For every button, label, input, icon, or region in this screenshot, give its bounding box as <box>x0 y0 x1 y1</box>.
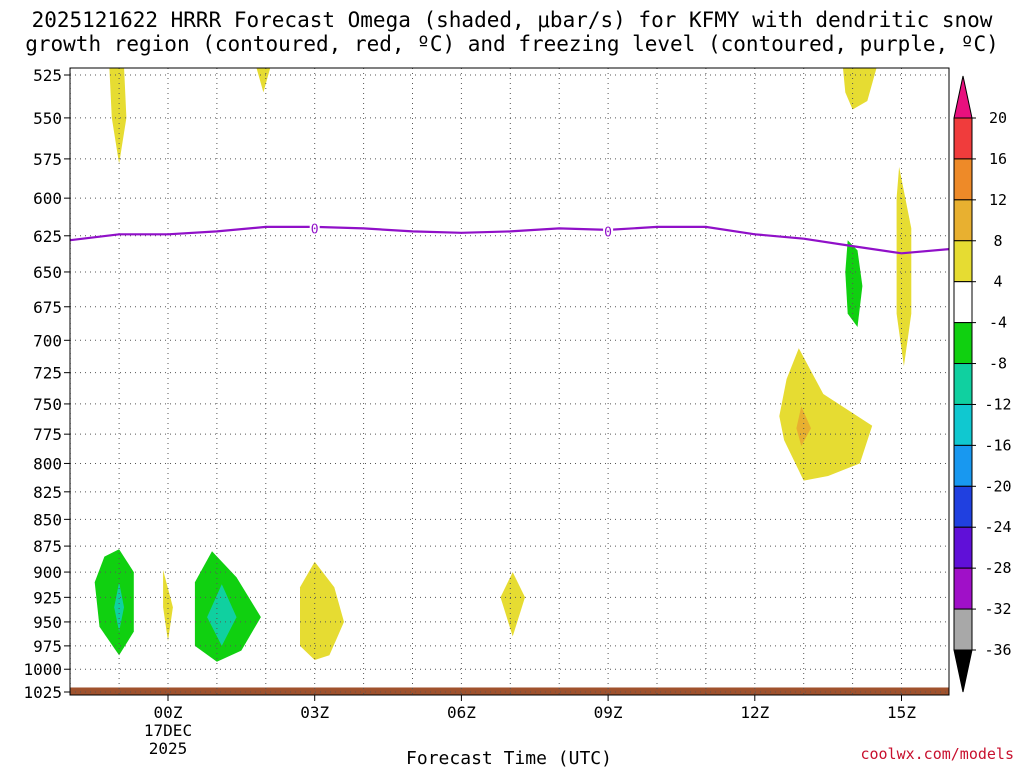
contour-label-bg <box>603 223 614 238</box>
colorbar-band <box>953 485 973 528</box>
colorbar-label: 12 <box>989 191 1007 209</box>
y-tick-label: 850 <box>33 510 62 529</box>
omega-region-green-2 <box>94 549 134 656</box>
omega-region-yellow-5 <box>779 348 873 481</box>
omega-region-green-1 <box>845 240 863 327</box>
omega-region-yellow-3 <box>842 68 877 110</box>
colorbar-label: -36 <box>984 641 1011 659</box>
omega-region-yellow-8 <box>500 572 525 637</box>
omega-region-teal-2 <box>207 584 237 646</box>
chart-title: 2025121622 HRRR Forecast Omega (shaded, … <box>0 8 1024 56</box>
freezing-level-line <box>70 225 949 255</box>
credit-text: coolwx.com/models <box>860 745 1014 763</box>
y-tick-label: 750 <box>33 395 62 414</box>
colorbar-band <box>953 240 973 283</box>
x-tick-label: 12Z <box>740 703 769 722</box>
colorbar-label: -20 <box>984 477 1011 495</box>
y-tick-label: 675 <box>33 298 62 317</box>
colorbar-label: -4 <box>989 314 1007 332</box>
colorbar-band <box>953 117 973 160</box>
colorbar-band <box>953 403 973 446</box>
colorbar-band <box>953 363 973 405</box>
y-tick-label: 1000 <box>23 660 62 679</box>
colorbar-over-triangle <box>953 75 973 119</box>
colorbar-label: -32 <box>984 600 1011 618</box>
colorbar-band <box>953 158 973 201</box>
colorbar-label: -24 <box>984 518 1011 536</box>
omega-shading <box>70 68 949 695</box>
colorbar-label: 16 <box>989 150 1007 168</box>
y-tick-label: 975 <box>33 637 62 656</box>
colorbar-label: 4 <box>993 273 1002 291</box>
colorbar-label: -16 <box>984 436 1011 454</box>
x-tick-label: 03Z <box>300 703 329 722</box>
omega-region-yellow-1 <box>109 68 127 164</box>
title-line-2: growth region (contoured, red, ºC) and f… <box>25 32 999 56</box>
y-tick-label: 875 <box>33 537 62 556</box>
omega-region-yellow-7 <box>300 561 344 660</box>
x-axis-label: Forecast Time (UTC) <box>406 748 612 768</box>
x-tick-label: 09Z <box>594 703 623 722</box>
y-tick-label: 625 <box>33 227 62 246</box>
omega-region-orange-1 <box>796 406 811 446</box>
colorbar-band <box>953 567 973 610</box>
y-tick-label: 575 <box>33 150 62 169</box>
freezing-level-label: 0 <box>311 222 319 237</box>
y-tick-label: 950 <box>33 613 62 632</box>
x-tick-label: 15Z <box>887 703 916 722</box>
colorbar-band <box>953 199 973 242</box>
colorbar-band <box>953 322 973 365</box>
ground-surface <box>70 687 949 695</box>
plot-frame <box>69 67 950 696</box>
contour-label-bg <box>309 220 320 235</box>
y-tick-label: 600 <box>33 189 62 208</box>
y-tick-label: 1025 <box>23 683 62 702</box>
colorbar-band <box>953 608 973 651</box>
y-tick-label: 900 <box>33 563 62 582</box>
y-tick-label: 525 <box>33 66 62 85</box>
colorbar-label: -28 <box>984 559 1011 577</box>
colorbar-under-triangle <box>953 649 973 693</box>
x-tick-label: 06Z <box>447 703 476 722</box>
y-tick-label: 650 <box>33 263 62 282</box>
y-tick-label: 825 <box>33 483 62 502</box>
y-tick-label: 725 <box>33 364 62 383</box>
colorbar-band <box>953 281 973 324</box>
omega-region-yellow-6 <box>163 570 173 642</box>
colorbar-label: -12 <box>984 395 1011 413</box>
omega-region-yellow-2 <box>256 68 271 93</box>
y-tick-label: 800 <box>33 454 62 473</box>
x-year-label: 2025 <box>149 739 188 758</box>
colorbar: 20 16 12 8 4 -4 -8 -12 -16 -20 -24 -28 -32 -36 <box>953 75 1012 693</box>
x-tick-label: 00Z <box>154 703 183 722</box>
title-line-1: 2025121622 HRRR Forecast Omega (shaded, … <box>31 8 993 32</box>
y-tick-label: 775 <box>33 425 62 444</box>
colorbar-band <box>953 444 973 487</box>
y-tick-label: 925 <box>33 588 62 607</box>
y-tick-label: 550 <box>33 109 62 128</box>
x-date-label: 17DEC <box>144 721 192 740</box>
y-axis: 525 550 575 600 625 650 675 700 725 750 775 800 825 8… <box>23 66 70 702</box>
colorbar-band <box>953 526 973 569</box>
omega-region-yellow-4 <box>896 166 912 367</box>
colorbar-label: 8 <box>993 232 1002 250</box>
y-tick-label: 700 <box>33 331 62 350</box>
colorbar-label: -8 <box>989 355 1007 373</box>
colorbar-label: 20 <box>989 109 1007 127</box>
omega-region-teal-1 <box>114 582 124 632</box>
freezing-level-label: 0 <box>604 225 612 240</box>
